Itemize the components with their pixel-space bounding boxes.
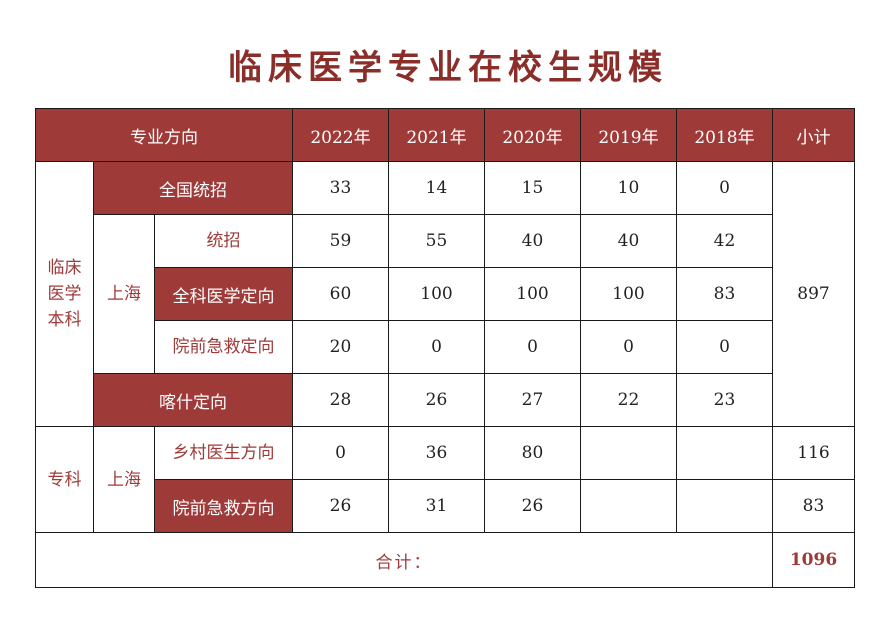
cell-value: 0	[580, 320, 677, 374]
enrollment-table: 专业方向 2022年 2021年 2020年 2019年 2018年 小计 临床…	[35, 108, 855, 588]
cell-value: 14	[388, 161, 485, 215]
row-label: 全国统招	[93, 161, 293, 215]
group-undergrad-line: 本科	[47, 310, 82, 330]
cell-value: 83	[676, 267, 773, 321]
table-row: 临床 医学 本科 全国统招 33 14 15 10 0 897	[35, 161, 855, 427]
cell-value: 59	[292, 214, 389, 268]
group-shanghai: 上海	[93, 214, 155, 374]
group-undergrad: 临床 医学 本科	[35, 161, 94, 427]
row-label: 乡村医生方向	[154, 426, 293, 480]
group-junior-shanghai: 上海	[93, 426, 155, 533]
header-subtotal: 小计	[772, 108, 855, 162]
cell-value: 26	[292, 479, 389, 533]
cell-value: 0	[388, 320, 485, 374]
subtotal-rural: 116	[772, 426, 855, 480]
total-label: 合计：	[35, 532, 773, 588]
header-2018: 2018年	[676, 108, 773, 162]
cell-value: 20	[292, 320, 389, 374]
row-label: 统招	[154, 214, 293, 268]
row-label: 全科医学定向	[154, 267, 293, 321]
cell-value	[580, 479, 677, 533]
group-undergrad-line: 临床	[47, 258, 82, 278]
cell-value: 22	[580, 373, 677, 427]
cell-value: 0	[676, 161, 773, 215]
header-direction: 专业方向	[35, 108, 293, 162]
total-row: 合计： 1096	[35, 532, 855, 588]
header-2020: 2020年	[484, 108, 581, 162]
cell-value	[676, 479, 773, 533]
cell-value: 0	[484, 320, 581, 374]
cell-value: 10	[580, 161, 677, 215]
table-row: 全科医学定向 60 100 100 100 83	[36, 267, 855, 321]
cell-value: 23	[676, 373, 773, 427]
table-row: 喀什定向 28 26 27 22 23	[36, 373, 855, 427]
header-2019: 2019年	[580, 108, 677, 162]
group-undergrad-line: 医学	[47, 284, 82, 304]
row-label: 院前急救定向	[154, 320, 293, 374]
cell-value: 26	[484, 479, 581, 533]
cell-value: 42	[676, 214, 773, 268]
cell-value: 33	[292, 161, 389, 215]
header-2022: 2022年	[292, 108, 389, 162]
cell-value: 80	[484, 426, 581, 480]
cell-value: 36	[388, 426, 485, 480]
cell-value: 100	[484, 267, 581, 321]
cell-value: 55	[388, 214, 485, 268]
subtotal-undergrad: 897	[772, 161, 855, 427]
cell-value: 0	[676, 320, 773, 374]
cell-value: 60	[292, 267, 389, 321]
header-row: 专业方向 2022年 2021年 2020年 2019年 2018年 小计	[35, 108, 855, 162]
cell-value	[676, 426, 773, 480]
cell-value: 28	[292, 373, 389, 427]
table-row: 上海 统招 59 55 40 40 42	[36, 214, 855, 374]
cell-value: 26	[388, 373, 485, 427]
cell-value	[580, 426, 677, 480]
cell-value: 27	[484, 373, 581, 427]
cell-value: 100	[580, 267, 677, 321]
row-label: 喀什定向	[93, 373, 293, 427]
total-value: 1096	[772, 532, 855, 588]
table-row: 院前急救定向 20 0 0 0 0	[36, 320, 855, 374]
subtotal-emergency: 83	[772, 479, 855, 533]
group-junior: 专科	[35, 426, 94, 533]
header-2021: 2021年	[388, 108, 485, 162]
page-title: 临床医学专业在校生规模	[228, 48, 668, 88]
cell-value: 0	[292, 426, 389, 480]
cell-value: 15	[484, 161, 581, 215]
cell-value: 40	[484, 214, 581, 268]
cell-value: 40	[580, 214, 677, 268]
row-label: 院前急救方向	[154, 479, 293, 533]
cell-value: 100	[388, 267, 485, 321]
table-row: 专科 上海 乡村医生方向 0 36 80 116	[35, 426, 855, 533]
cell-value: 31	[388, 479, 485, 533]
table-row: 院前急救方向 26 31 26 83	[36, 479, 855, 533]
